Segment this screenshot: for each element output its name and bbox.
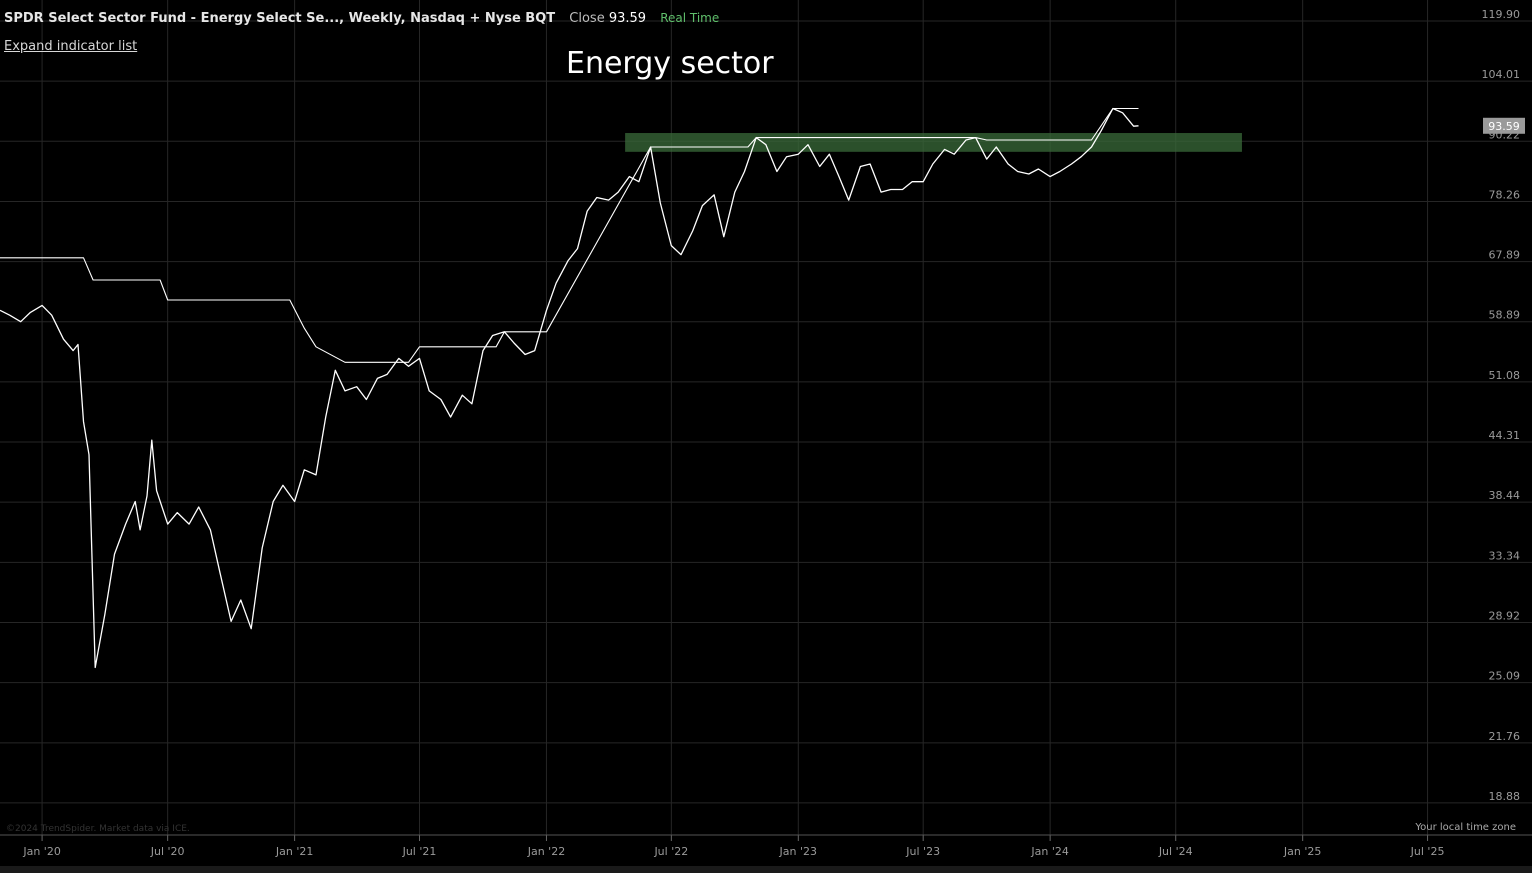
series-line-price <box>0 107 1139 669</box>
y-tick-label: 67.89 <box>1489 249 1521 262</box>
x-tick-label: Jul '25 <box>1410 845 1445 858</box>
last-price-badge <box>1483 117 1525 134</box>
x-tick-label: Jul '21 <box>402 845 437 858</box>
y-tick-label: 119.90 <box>1482 8 1521 21</box>
expand-indicator-list-link[interactable]: Expand indicator list <box>4 39 138 54</box>
resistance-zone <box>625 133 1242 152</box>
y-tick-label: 28.92 <box>1489 610 1521 623</box>
bottom-divider <box>0 866 1532 873</box>
y-tick-label: 78.26 <box>1489 188 1521 201</box>
x-tick-label: Jul '23 <box>905 845 940 858</box>
x-tick-label: Jan '22 <box>527 845 565 858</box>
series-layer <box>0 107 1139 669</box>
y-tick-label: 44.31 <box>1489 429 1521 442</box>
x-tick-label: Jul '24 <box>1158 845 1193 858</box>
x-tick-label: Jul '22 <box>653 845 688 858</box>
symbol-title[interactable]: SPDR Select Sector Fund - Energy Select … <box>4 11 556 26</box>
x-tick-label: Jan '21 <box>275 845 313 858</box>
y-tick-label: 104.01 <box>1482 68 1521 81</box>
x-tick-label: Jan '20 <box>22 845 60 858</box>
y-tick-label: 18.88 <box>1489 790 1521 803</box>
timezone-label[interactable]: Your local time zone <box>1415 822 1516 833</box>
chart-annotation-text[interactable]: Energy sector <box>566 46 774 81</box>
close-value: 93.59 <box>608 11 647 26</box>
y-tick-label: 25.09 <box>1489 670 1521 683</box>
chart-grid <box>0 0 1532 835</box>
x-tick-label: Jan '23 <box>779 845 817 858</box>
series-line-trailing <box>0 107 1139 363</box>
data-credit: ©2024 TrendSpider. Market data via ICE. <box>6 824 190 834</box>
x-tick-label: Jul '20 <box>150 845 185 858</box>
chart-header: SPDR Select Sector Fund - Energy Select … <box>4 11 719 26</box>
y-tick-label: 58.89 <box>1489 309 1521 322</box>
axis-layer: 119.90104.0190.2278.2667.8958.8951.0844.… <box>0 8 1532 858</box>
x-tick-label: Jan '24 <box>1030 845 1068 858</box>
y-tick-label: 21.76 <box>1489 730 1521 743</box>
x-tick-label: Jan '25 <box>1283 845 1321 858</box>
close-label: Close <box>569 11 605 26</box>
y-tick-label: 38.44 <box>1489 489 1521 502</box>
y-tick-label: 51.08 <box>1489 369 1521 382</box>
y-tick-label: 33.34 <box>1489 549 1521 562</box>
resistance-zone-layer <box>625 133 1242 152</box>
last-price-label: 93.59 <box>1488 120 1520 133</box>
realtime-badge: Real Time <box>660 11 720 25</box>
